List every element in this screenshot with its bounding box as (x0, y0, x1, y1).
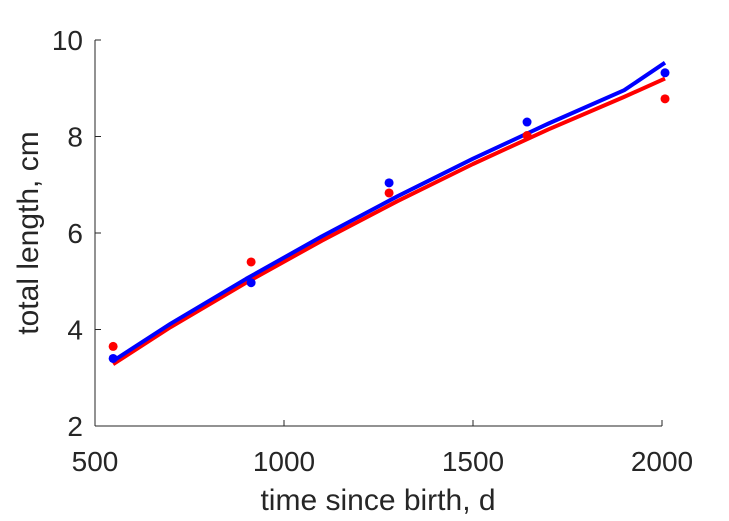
x-tick-label: 1000 (253, 446, 315, 477)
y-tick-label: 10 (52, 25, 83, 56)
series-lines (112, 61, 667, 366)
y-tick-label: 4 (67, 315, 83, 346)
y-axis-label: total length, cm (12, 131, 45, 334)
series-points (108, 68, 670, 363)
data-point-1 (522, 131, 532, 141)
data-point-2 (108, 353, 118, 363)
data-point-2 (522, 117, 532, 127)
x-tick-label: 1500 (442, 446, 504, 477)
data-point-1 (384, 188, 394, 198)
fit-line-1 (112, 76, 666, 366)
data-point-2 (660, 68, 670, 78)
y-tick-label: 2 (67, 411, 83, 442)
axes (94, 40, 662, 427)
data-point-2 (384, 178, 394, 188)
data-point-1 (108, 341, 118, 351)
tick-labels: 500 1000 1500 2000 2 4 6 8 10 (52, 25, 693, 477)
x-tick-label: 500 (72, 446, 119, 477)
data-point-1 (246, 257, 256, 267)
ticks (94, 39, 663, 427)
x-axis-label: time since birth, d (260, 484, 495, 517)
fit-line-2 (112, 61, 667, 363)
y-tick-label: 6 (67, 218, 83, 249)
x-tick-label: 2000 (631, 446, 693, 477)
data-point-1 (660, 94, 670, 104)
y-tick-label: 8 (67, 122, 83, 153)
data-point-2 (246, 278, 256, 288)
